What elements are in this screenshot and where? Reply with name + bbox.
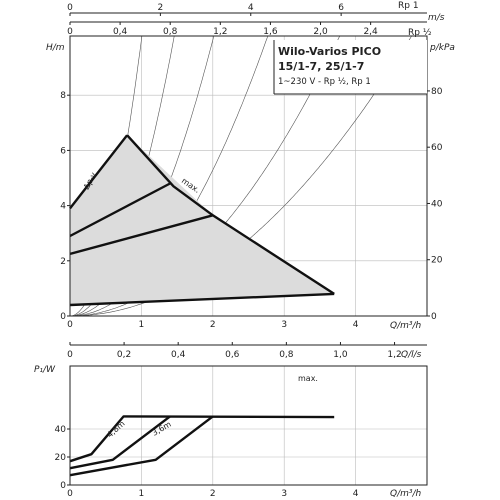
power-series-4-8m [69, 415, 171, 470]
kpa-tick-label: 20 [431, 256, 443, 266]
velocity-axis-unit: m/s [428, 13, 445, 23]
flow-ls-tick-label: 0,8 [279, 350, 294, 360]
series-curve [69, 292, 335, 307]
kpa-tick-label: 0 [431, 312, 437, 322]
x-tick-label: 2 [210, 320, 216, 330]
power-series-3-6m [69, 415, 214, 477]
series-curve [69, 214, 214, 256]
bottom-x-tick-label: 4 [353, 489, 359, 499]
flow-ls-tick-label: 1,2 [387, 350, 401, 360]
bottom-x-tick-label: 1 [139, 489, 145, 499]
annotation-power-max: max. [298, 374, 318, 383]
x-tick-label: 4 [353, 320, 359, 330]
velocity-2-tick-label: 0,4 [113, 27, 128, 37]
title-box [274, 40, 427, 94]
x-tick-label: 3 [281, 320, 287, 330]
y-axis-label: H/m [46, 43, 65, 53]
velocity-1-tick-label: 0 [67, 3, 73, 13]
velocity-2-tick-label: 2,4 [363, 27, 378, 37]
bottom-x-tick-label: 3 [281, 489, 287, 499]
series-max [126, 134, 335, 295]
power-tick-label: 20 [55, 453, 67, 463]
series-curve [69, 182, 171, 238]
velocity-2-tick-label: 1,6 [263, 27, 278, 37]
bottom-chart-series [69, 415, 335, 477]
y-tick-label: 8 [60, 91, 66, 101]
y-tick-label: 2 [60, 257, 66, 267]
velocity-1-tick-label: 6 [338, 3, 344, 13]
x-axis-label: Q/m³/h [390, 321, 422, 331]
bottom-chart-grid [70, 366, 427, 485]
kpa-tick-label: 80 [431, 87, 443, 97]
bottom-x-tick-label: 2 [210, 489, 216, 499]
velocity-axis-title: Rp 1 [398, 1, 419, 11]
kpa-tick-label: 40 [431, 199, 443, 209]
flow-ls-tick-label: 0 [67, 350, 73, 360]
y-tick-label: 0 [60, 312, 66, 322]
series-dpv [69, 134, 129, 210]
power-axis-label: P₁/W [34, 365, 56, 375]
velocity-2-tick-label: 0,8 [163, 27, 178, 37]
bottom-x-axis-label: Q/m³/h [390, 489, 422, 499]
y-axis-right-label: p/kPa [429, 43, 455, 53]
flow-ls-tick-label: 0,4 [171, 350, 186, 360]
flow-ls-tick-label: 0,2 [117, 350, 131, 360]
x-tick-label: 1 [139, 320, 145, 330]
bottom-chart-frame [69, 365, 428, 486]
chart-subtitle-voltage: 1~230 V - Rp ½, Rp 1 [278, 77, 371, 87]
flow-ls-axis-label: Q/l/s [401, 350, 422, 360]
velocity-1-tick-label: 4 [248, 3, 254, 13]
velocity-axes: 0 2 4 6 0 0,4 0,8 1,2 1,6 2,0 2,4 [67, 3, 427, 37]
y-tick-label: 4 [60, 202, 66, 212]
power-series-max- [69, 415, 335, 463]
top-chart-series [69, 134, 335, 307]
flow-ls-tick-label: 1,0 [333, 350, 348, 360]
kpa-tick-label: 60 [431, 143, 443, 153]
chart-subtitle-models: 15/1-7, 25/1-7 [278, 60, 364, 73]
top-chart-frame [69, 35, 428, 317]
y-tick-label: 6 [60, 146, 66, 156]
velocity-axis-2-label: Rp ½ [408, 28, 432, 38]
x-tick-label: 0 [67, 320, 73, 330]
velocity-2-tick-label: 2,0 [313, 27, 328, 37]
velocity-2-tick-label: 1,2 [213, 27, 227, 37]
operating-range-area [70, 135, 335, 305]
bottom-x-tick-label: 0 [67, 489, 73, 499]
power-tick-label: 0 [60, 481, 66, 491]
velocity-2-tick-label: 0 [67, 27, 73, 37]
power-tick-label: 40 [55, 425, 67, 435]
velocity-1-tick-label: 2 [158, 3, 164, 13]
chart-title: Wilo-Varios PICO [278, 45, 381, 58]
flow-ls-tick-label: 0,6 [225, 350, 240, 360]
